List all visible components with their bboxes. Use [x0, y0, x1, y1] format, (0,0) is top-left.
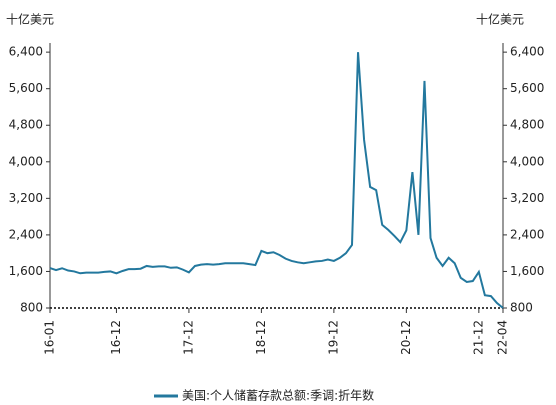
x-tick-label: 21-12: [471, 320, 485, 355]
y2-tick-label: 5,600: [510, 81, 544, 95]
y2-axis-label: 十亿美元: [476, 12, 524, 27]
x-tick-label: 22-04: [496, 320, 510, 355]
y-tick-label: 1,600: [9, 264, 43, 278]
x-tick-label: 16-12: [109, 320, 123, 355]
y-tick-label: 5,600: [9, 81, 43, 95]
y2-tick-label: 3,200: [510, 191, 544, 205]
y2-tick-label: 4,800: [510, 118, 544, 132]
y-tick-label: 800: [20, 301, 43, 315]
y2-tick-label: 6,400: [510, 45, 544, 59]
x-tick-label: 17-12: [181, 320, 195, 355]
y-axis-label: 十亿美元: [6, 12, 54, 27]
x-tick-label: 20-12: [399, 320, 413, 355]
y-tick-label: 4,000: [9, 154, 43, 168]
y2-tick-label: 4,000: [510, 154, 544, 168]
y-tick-label: 4,800: [9, 118, 43, 132]
x-tick-label: 19-12: [326, 320, 340, 355]
y2-tick-label: 800: [510, 301, 533, 315]
x-tick-label: 18-12: [254, 320, 268, 355]
y-tick-label: 2,400: [9, 227, 43, 241]
y-tick-label: 6,400: [9, 45, 43, 59]
series-line: [49, 52, 504, 309]
legend-label: 美国:个人储蓄存款总额:季调:折年数: [182, 388, 374, 403]
y-tick-label: 3,200: [9, 191, 43, 205]
y2-tick-label: 2,400: [510, 227, 544, 241]
y2-tick-label: 1,600: [510, 264, 544, 278]
x-tick-label: 16-01: [43, 320, 57, 355]
